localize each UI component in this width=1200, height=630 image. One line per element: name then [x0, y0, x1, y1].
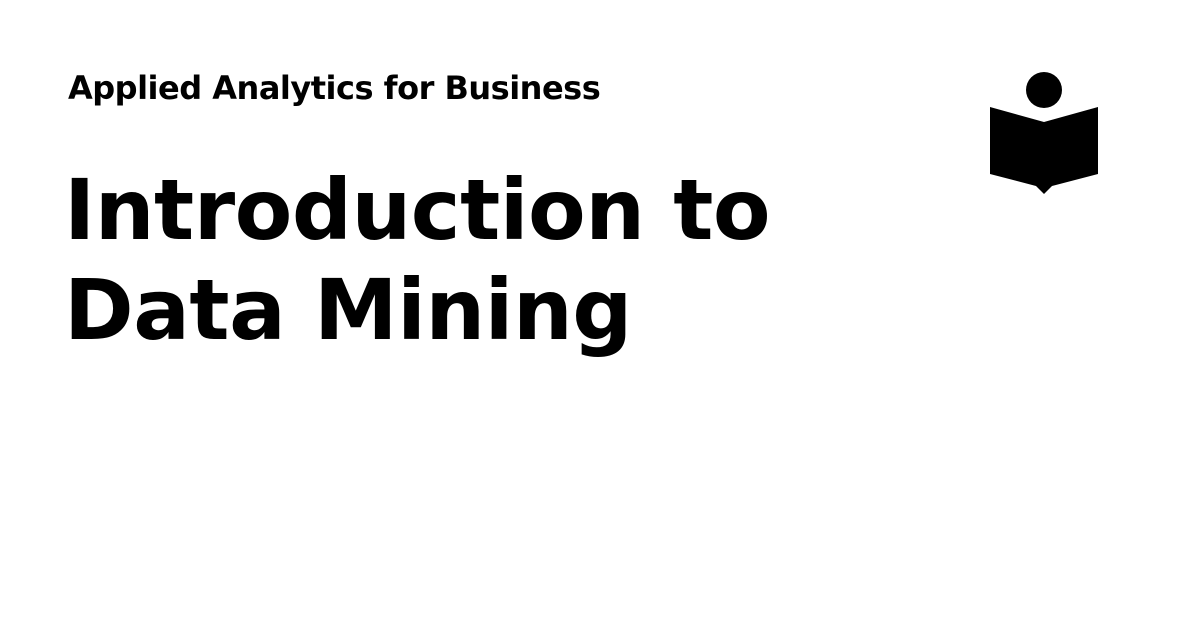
title-line-1: Introduction to: [64, 161, 771, 259]
reader-book-icon: [988, 70, 1100, 196]
page-title: Introduction to Data Mining: [64, 160, 924, 360]
title-line-2: Data Mining: [64, 261, 632, 359]
course-subtitle: Applied Analytics for Business: [68, 69, 601, 107]
